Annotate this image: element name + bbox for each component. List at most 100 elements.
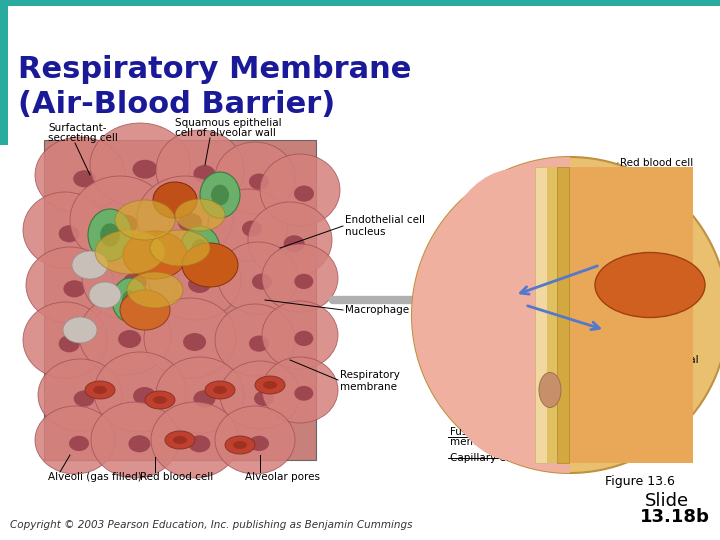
Ellipse shape xyxy=(144,298,236,378)
Wedge shape xyxy=(412,157,570,473)
Text: cell: cell xyxy=(650,367,668,377)
Ellipse shape xyxy=(82,236,178,320)
Ellipse shape xyxy=(188,275,211,293)
Ellipse shape xyxy=(59,335,80,353)
Ellipse shape xyxy=(595,253,705,318)
Ellipse shape xyxy=(79,295,171,375)
Text: cell of alveolar wall: cell of alveolar wall xyxy=(175,128,276,138)
Ellipse shape xyxy=(38,359,122,431)
Text: Endothelial cell: Endothelial cell xyxy=(345,215,425,225)
Ellipse shape xyxy=(262,357,338,423)
Ellipse shape xyxy=(215,304,295,376)
Ellipse shape xyxy=(200,172,240,218)
Ellipse shape xyxy=(165,431,195,449)
Ellipse shape xyxy=(145,391,175,409)
Text: Figure 13.6: Figure 13.6 xyxy=(605,475,675,488)
Ellipse shape xyxy=(233,441,247,449)
Ellipse shape xyxy=(294,386,313,401)
Text: Slide: Slide xyxy=(645,492,689,510)
Text: membranes: membranes xyxy=(450,437,513,447)
Ellipse shape xyxy=(254,391,274,406)
Ellipse shape xyxy=(73,390,95,407)
Ellipse shape xyxy=(128,435,150,453)
Ellipse shape xyxy=(137,176,233,260)
Ellipse shape xyxy=(88,209,132,261)
Ellipse shape xyxy=(35,137,125,213)
Text: O₂: O₂ xyxy=(510,288,524,301)
Ellipse shape xyxy=(153,396,167,404)
Ellipse shape xyxy=(248,202,332,278)
Ellipse shape xyxy=(70,176,170,264)
Ellipse shape xyxy=(194,390,215,407)
Ellipse shape xyxy=(59,225,80,242)
Ellipse shape xyxy=(242,220,262,237)
Ellipse shape xyxy=(63,280,86,298)
Text: Fused basement: Fused basement xyxy=(450,427,536,437)
Bar xyxy=(0,0,720,6)
Ellipse shape xyxy=(100,224,120,247)
Ellipse shape xyxy=(95,230,165,274)
Ellipse shape xyxy=(123,231,187,279)
Ellipse shape xyxy=(215,406,295,474)
Ellipse shape xyxy=(120,290,170,330)
Text: nucleus: nucleus xyxy=(650,379,690,389)
Ellipse shape xyxy=(72,251,108,279)
Ellipse shape xyxy=(123,273,147,292)
Ellipse shape xyxy=(294,274,313,289)
Text: Epithelial: Epithelial xyxy=(650,355,698,365)
Ellipse shape xyxy=(63,317,97,343)
Ellipse shape xyxy=(132,160,158,179)
Ellipse shape xyxy=(90,123,190,207)
Ellipse shape xyxy=(191,239,209,261)
Ellipse shape xyxy=(182,243,238,287)
Ellipse shape xyxy=(173,436,187,444)
Ellipse shape xyxy=(73,170,96,187)
Text: Capillary: Capillary xyxy=(640,205,686,215)
Ellipse shape xyxy=(151,402,239,478)
Ellipse shape xyxy=(294,186,314,202)
Text: Macrophage: Macrophage xyxy=(345,305,409,315)
Text: Alveolar epithelium: Alveolar epithelium xyxy=(450,410,552,420)
Text: 13.18b: 13.18b xyxy=(640,508,710,526)
Ellipse shape xyxy=(205,381,235,399)
Ellipse shape xyxy=(215,142,295,214)
Ellipse shape xyxy=(118,330,141,348)
Ellipse shape xyxy=(189,435,210,453)
Ellipse shape xyxy=(153,182,197,218)
Ellipse shape xyxy=(85,381,115,399)
Ellipse shape xyxy=(262,301,338,369)
Ellipse shape xyxy=(93,386,107,394)
Bar xyxy=(557,167,569,463)
Ellipse shape xyxy=(183,333,206,351)
Text: Surfactant-: Surfactant- xyxy=(48,123,107,133)
Circle shape xyxy=(412,157,720,473)
Ellipse shape xyxy=(133,387,156,405)
Text: Respiratory Membrane: Respiratory Membrane xyxy=(18,55,411,84)
Ellipse shape xyxy=(249,173,269,190)
Ellipse shape xyxy=(94,352,186,432)
Ellipse shape xyxy=(208,189,288,261)
Ellipse shape xyxy=(91,402,179,478)
Ellipse shape xyxy=(211,185,229,205)
Ellipse shape xyxy=(194,165,215,183)
Ellipse shape xyxy=(260,154,340,226)
Ellipse shape xyxy=(26,247,114,323)
Ellipse shape xyxy=(225,436,255,454)
Ellipse shape xyxy=(112,278,148,322)
Bar xyxy=(569,167,693,463)
Ellipse shape xyxy=(220,361,300,429)
Ellipse shape xyxy=(178,213,202,232)
Bar xyxy=(44,140,316,460)
Ellipse shape xyxy=(156,357,244,433)
Ellipse shape xyxy=(149,240,241,320)
Text: Squamous epithelial: Squamous epithelial xyxy=(175,118,282,128)
Text: secreting cell: secreting cell xyxy=(48,133,118,143)
Ellipse shape xyxy=(428,169,602,461)
Ellipse shape xyxy=(112,214,138,234)
Ellipse shape xyxy=(262,244,338,312)
Text: Red blood cell: Red blood cell xyxy=(140,472,213,482)
Ellipse shape xyxy=(156,130,244,210)
Bar xyxy=(0,0,8,145)
Text: Red blood cell: Red blood cell xyxy=(620,158,693,168)
Text: (Air-Blood Barrier): (Air-Blood Barrier) xyxy=(18,90,336,119)
